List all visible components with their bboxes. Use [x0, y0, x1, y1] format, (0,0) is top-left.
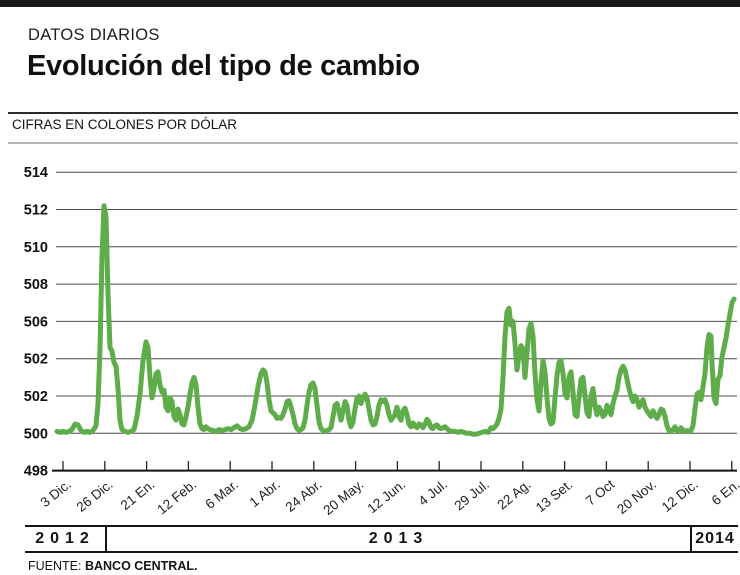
y-axis-label: 502	[24, 389, 48, 405]
x-axis-label: 24 Abr.	[283, 477, 325, 515]
x-axis-label: 12 Jun.	[364, 477, 408, 517]
y-axis-label: 514	[24, 165, 48, 181]
y-axis-label: 508	[24, 277, 48, 293]
year-axis-band: 2012 2013 2014	[25, 525, 738, 553]
x-axis-label: 29 Jul.	[452, 477, 492, 514]
header-rule	[8, 112, 738, 114]
x-axis-label: 3 Dic.	[38, 477, 74, 510]
x-axis-label: 12 Feb.	[154, 477, 199, 517]
x-axis-label: 7 Oct	[583, 477, 618, 509]
y-axis-label: 498	[24, 464, 48, 480]
x-axis-label: 12 Dic.	[659, 477, 701, 515]
exchange-rate-chart: 514 512 510 508 506 502 502 500 498 3 Dic. 26 Dic.…	[0, 150, 740, 525]
top-accent-bar	[0, 0, 740, 7]
year-label-2014: 2014	[695, 530, 735, 547]
chart-units-label: CIFRAS EN COLONES POR DÓLAR	[12, 117, 238, 132]
source-note: FUENTE: BANCO CENTRAL.	[28, 559, 197, 573]
y-axis-label: 506	[24, 314, 48, 330]
year-label-2012: 2012	[25, 527, 107, 551]
source-value: BANCO CENTRAL.	[84, 559, 198, 573]
x-axis-label: 4 Jul.	[416, 477, 451, 509]
year-label-2013: 2013	[107, 527, 692, 551]
x-axis-label: 6 Mar.	[202, 477, 241, 512]
x-axis-label: 26 Dic.	[74, 477, 116, 515]
x-axis-label: 20 Nov.	[614, 477, 659, 517]
x-axis-label: 6 En.	[709, 477, 740, 509]
x-axis-label: 21 En.	[118, 477, 158, 513]
page-title: Evolución del tipo de cambio	[27, 50, 420, 82]
y-axis-label: 512	[24, 203, 48, 219]
y-axis-label: 502	[24, 352, 48, 368]
y-axis-label: 500	[24, 426, 48, 442]
exchange-rate-series-line	[54, 203, 737, 437]
x-axis-label: 22 Ag.	[494, 477, 533, 513]
y-axis-label: 510	[24, 240, 48, 256]
kicker: DATOS DIARIOS	[28, 26, 160, 44]
x-axis-label: 1 Abr.	[247, 477, 283, 510]
x-axis-label: 13 Set.	[533, 477, 576, 516]
source-label: FUENTE:	[28, 559, 82, 573]
subtitle-rule	[8, 142, 738, 144]
x-axis-label: 20 May.	[320, 477, 366, 518]
